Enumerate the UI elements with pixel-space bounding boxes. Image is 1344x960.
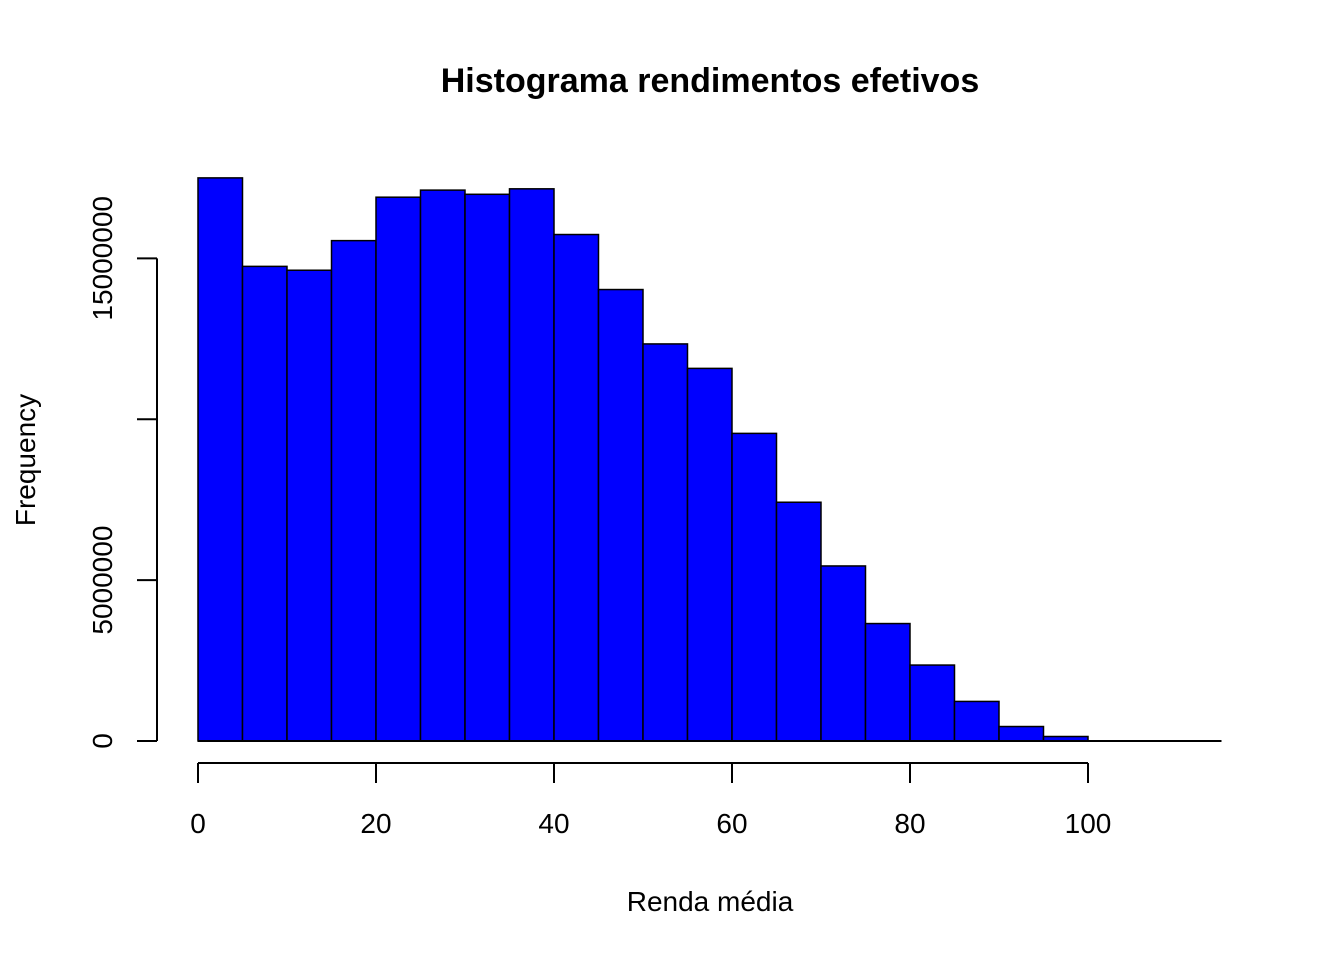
histogram-bar bbox=[286, 269, 333, 742]
x-tick-label: 40 bbox=[538, 808, 569, 839]
y-axis-label: Frequency bbox=[10, 394, 41, 526]
histogram-bar bbox=[953, 700, 1000, 742]
x-axis: 0 20 40 60 80 100 bbox=[190, 762, 1112, 839]
histogram-bar bbox=[197, 177, 244, 742]
histogram-bar bbox=[909, 664, 956, 742]
histogram-bar bbox=[820, 565, 867, 742]
x-tick-label: 60 bbox=[716, 808, 747, 839]
x-tick-label: 0 bbox=[190, 808, 206, 839]
y-axis: 0 5000000 15000000 bbox=[87, 196, 158, 749]
histogram-bar bbox=[775, 501, 822, 742]
histogram-bar bbox=[686, 367, 733, 742]
histogram-bar bbox=[998, 725, 1045, 742]
x-tick-label: 20 bbox=[360, 808, 391, 839]
y-tick-label: 5000000 bbox=[87, 526, 118, 635]
histogram-bar bbox=[330, 239, 377, 742]
histogram-bar bbox=[464, 193, 511, 742]
chart-title: Histograma rendimentos efetivos bbox=[441, 62, 979, 100]
histogram-bar bbox=[241, 265, 288, 742]
histogram-bar bbox=[508, 188, 555, 742]
histogram-bar bbox=[731, 432, 778, 742]
y-tick-label: 15000000 bbox=[87, 196, 118, 321]
histogram-bar bbox=[375, 196, 422, 742]
histogram-bar bbox=[864, 622, 911, 742]
histogram-bar bbox=[553, 233, 600, 742]
histogram-bar bbox=[419, 189, 466, 742]
x-axis-label: Renda média bbox=[627, 886, 794, 917]
y-tick-label: 0 bbox=[87, 733, 118, 749]
histogram-bar bbox=[597, 288, 644, 742]
x-tick-label: 100 bbox=[1065, 808, 1112, 839]
histogram-bar bbox=[642, 343, 689, 742]
bars-group bbox=[197, 177, 1222, 742]
x-tick-label: 80 bbox=[894, 808, 925, 839]
